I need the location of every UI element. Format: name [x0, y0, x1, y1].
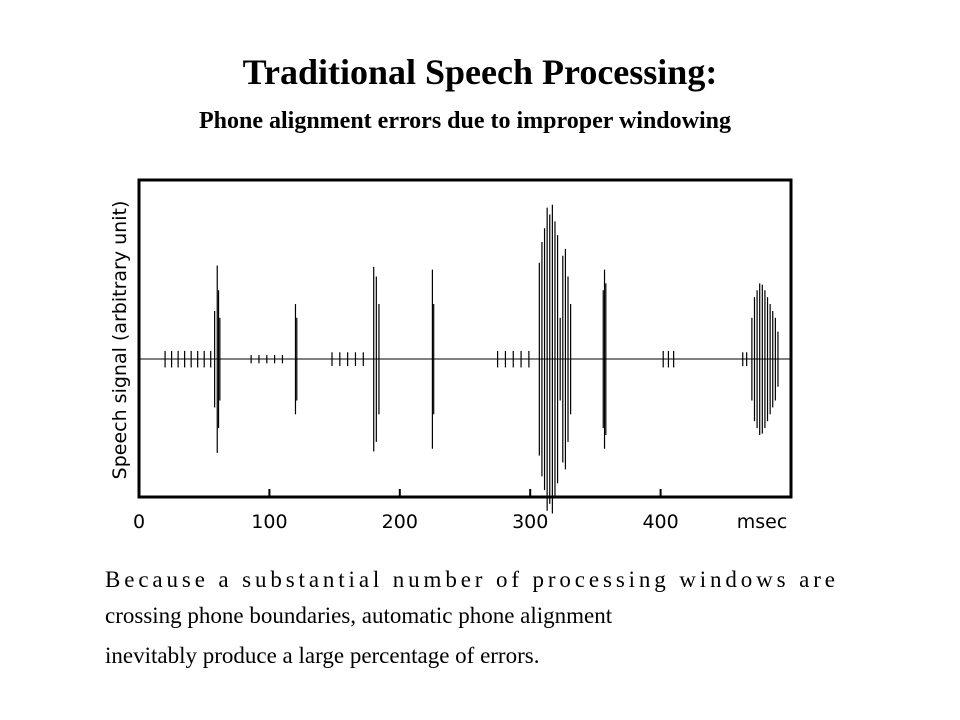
body-line: inevitably produce a large percentage of… [105, 643, 539, 668]
body-line: Because a substantial number of processi… [105, 567, 835, 592]
body-line: crossing phone boundaries, automatic pho… [105, 603, 613, 628]
plot-frame [137, 178, 793, 499]
y-axis-label: Speech signal (arbitrary unit) [109, 201, 131, 480]
x-tick-label: 0 [133, 511, 145, 533]
slide-title: Traditional Speech Processing: [243, 52, 718, 92]
x-tick-label: 400 [642, 511, 678, 533]
x-tick-label: 300 [512, 511, 548, 533]
x-tick-label: 100 [251, 511, 287, 533]
x-tick-label: 200 [382, 511, 418, 533]
x-axis-label: msec [737, 511, 788, 533]
slide-subtitle: Phone alignment errors due to improper w… [199, 108, 731, 134]
